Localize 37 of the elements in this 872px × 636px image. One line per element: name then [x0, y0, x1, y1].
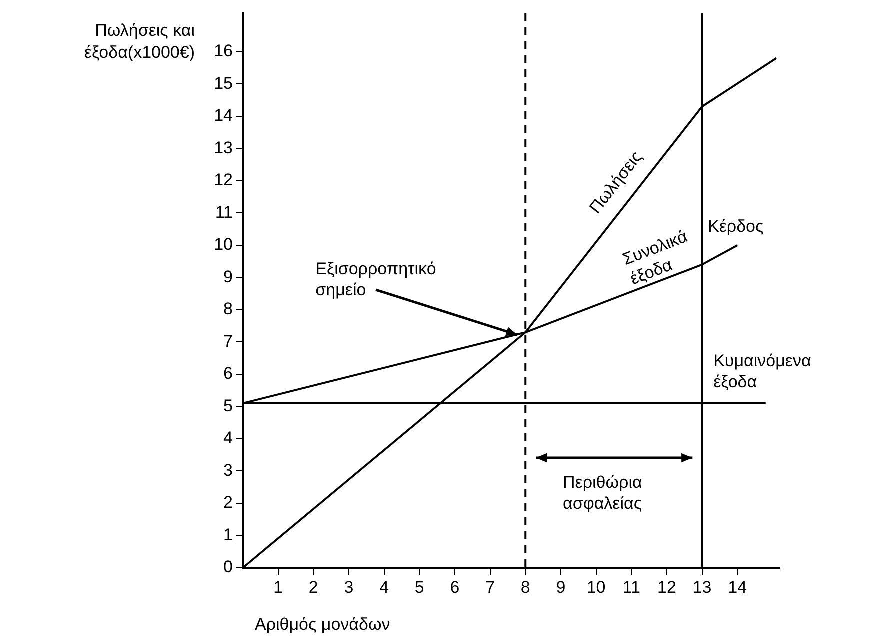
- y-tick-label: 0: [224, 558, 233, 577]
- y-tick-label: 2: [224, 493, 233, 512]
- x-tick-label: 10: [586, 578, 606, 597]
- y-tick-label: 3: [224, 460, 233, 480]
- series-label: Κυμαινόμενα έξοδα: [714, 351, 812, 392]
- y-tick-label: 14: [214, 106, 233, 126]
- annotation: Περιθώρια ασφαλείας: [563, 473, 642, 513]
- x-tick-label: 8: [520, 578, 530, 597]
- y-tick-label: 16: [214, 42, 233, 61]
- x-tick-label: 4: [380, 578, 390, 597]
- y-tick-label: 9: [224, 267, 233, 286]
- y-axis-title: Πωλήσεις και έξοδα(x1000€): [84, 20, 196, 62]
- y-tick-label: 8: [224, 300, 233, 319]
- x-tick-label: 14: [728, 578, 748, 597]
- y-tick-label: 6: [224, 364, 233, 384]
- x-tick-label: 13: [692, 578, 712, 597]
- y-tick-label: 7: [224, 332, 233, 351]
- y-tick-label: 13: [214, 138, 233, 158]
- x-tick-label: 1: [274, 578, 284, 597]
- x-tick-label: 7: [486, 578, 496, 597]
- x-tick-label: 5: [414, 578, 424, 597]
- annotation: Εξισορροπητικό σημείο: [316, 260, 436, 300]
- y-tick-label: 15: [214, 74, 233, 93]
- x-tick-label: 9: [556, 578, 566, 597]
- y-tick-label: 4: [224, 428, 233, 448]
- y-tick-label: 12: [214, 170, 233, 190]
- y-tick-label: 11: [215, 202, 233, 222]
- x-tick-label: 11: [622, 578, 640, 597]
- x-tick-label: 12: [657, 578, 676, 597]
- y-tick-label: 1: [224, 525, 233, 544]
- x-tick-label: 3: [344, 578, 354, 597]
- y-tick-label: 5: [224, 396, 233, 416]
- annotation: Κέρδος: [708, 217, 764, 236]
- x-tick-label: 6: [450, 578, 460, 597]
- x-tick-label: 2: [308, 578, 318, 597]
- x-axis-title: Αριθμός μονάδων: [255, 615, 390, 634]
- y-tick-label: 10: [214, 235, 233, 254]
